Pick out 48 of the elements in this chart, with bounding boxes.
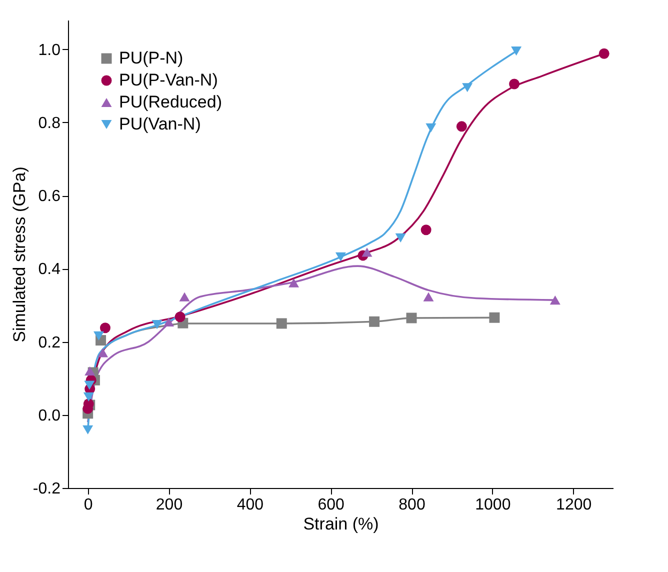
point bbox=[179, 292, 190, 302]
point bbox=[456, 121, 467, 132]
x-tick-label: 400 bbox=[236, 496, 264, 514]
y-axis-title: Simulated stress (GPa) bbox=[10, 166, 29, 342]
point bbox=[423, 292, 434, 302]
point bbox=[174, 312, 186, 322]
y-tick-label: 0.6 bbox=[38, 188, 61, 205]
y-tick-label: 0.8 bbox=[38, 114, 61, 132]
point bbox=[369, 316, 380, 327]
point bbox=[395, 233, 406, 242]
legend-label: PU(P-N) bbox=[119, 48, 184, 68]
point bbox=[288, 278, 300, 288]
point bbox=[98, 348, 108, 358]
point bbox=[94, 331, 104, 340]
point bbox=[426, 123, 436, 132]
x-tick-label: 1000 bbox=[475, 496, 511, 514]
point bbox=[152, 320, 162, 330]
x-axis-title: Strain (%) bbox=[303, 514, 379, 534]
legend-label: PU(Van-N) bbox=[119, 114, 201, 134]
legend-label: PU(Reduced) bbox=[119, 92, 222, 112]
point bbox=[598, 48, 610, 59]
x-tick-label: 0 bbox=[84, 496, 93, 514]
point bbox=[84, 380, 95, 390]
legend-label: PU(P-Van-N) bbox=[119, 70, 218, 90]
y-tick-label: 0.0 bbox=[38, 407, 61, 424]
point bbox=[84, 366, 96, 376]
x-tick-label: 200 bbox=[156, 496, 183, 514]
point bbox=[83, 392, 94, 402]
point bbox=[511, 46, 522, 56]
x-tick-label: 1200 bbox=[556, 496, 592, 514]
point bbox=[420, 224, 432, 236]
point bbox=[550, 296, 560, 305]
point bbox=[362, 248, 372, 257]
x-tick-label: 800 bbox=[398, 496, 426, 514]
point bbox=[406, 312, 417, 324]
point bbox=[462, 83, 473, 92]
point bbox=[100, 322, 110, 334]
y-tick-label: 0.2 bbox=[38, 334, 61, 352]
y-tick-label: 1.0 bbox=[38, 42, 61, 59]
x-tick-label: 600 bbox=[318, 496, 345, 514]
point bbox=[164, 317, 174, 327]
point bbox=[82, 425, 94, 434]
y-tick-label: 0.4 bbox=[38, 261, 61, 278]
point bbox=[489, 312, 500, 323]
y-tick-label: -0.2 bbox=[32, 480, 61, 498]
point bbox=[276, 318, 287, 329]
point bbox=[335, 252, 346, 262]
point bbox=[509, 78, 520, 90]
